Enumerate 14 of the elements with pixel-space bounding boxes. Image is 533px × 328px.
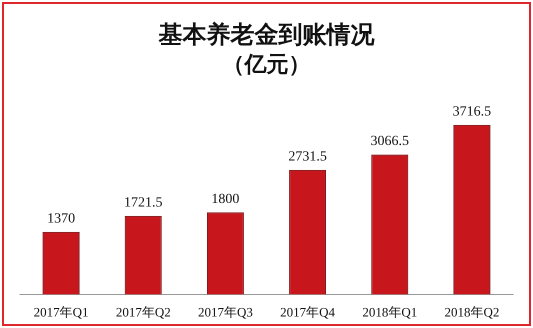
- chart-subtitle: （亿元）: [222, 52, 310, 77]
- data-label: 1721.5: [124, 196, 162, 211]
- data-label: 3066.5: [370, 134, 409, 150]
- x-tick-label: 2018年Q2: [444, 304, 500, 320]
- x-tick-label: 2017年Q4: [280, 304, 336, 320]
- data-label: 1370: [47, 212, 76, 227]
- x-tick-label: 2017年Q1: [34, 304, 89, 320]
- data-label: 1800: [211, 192, 240, 207]
- x-tick-label: 2017年Q3: [198, 304, 253, 320]
- data-label: 2731.5: [288, 150, 327, 165]
- data-label: 3716.5: [452, 104, 492, 120]
- x-tick-label: 2018年Q1: [362, 304, 418, 320]
- chart-title: 基本养老金到账情况: [158, 22, 376, 49]
- x-tick-label: 2017年Q2: [116, 304, 171, 320]
